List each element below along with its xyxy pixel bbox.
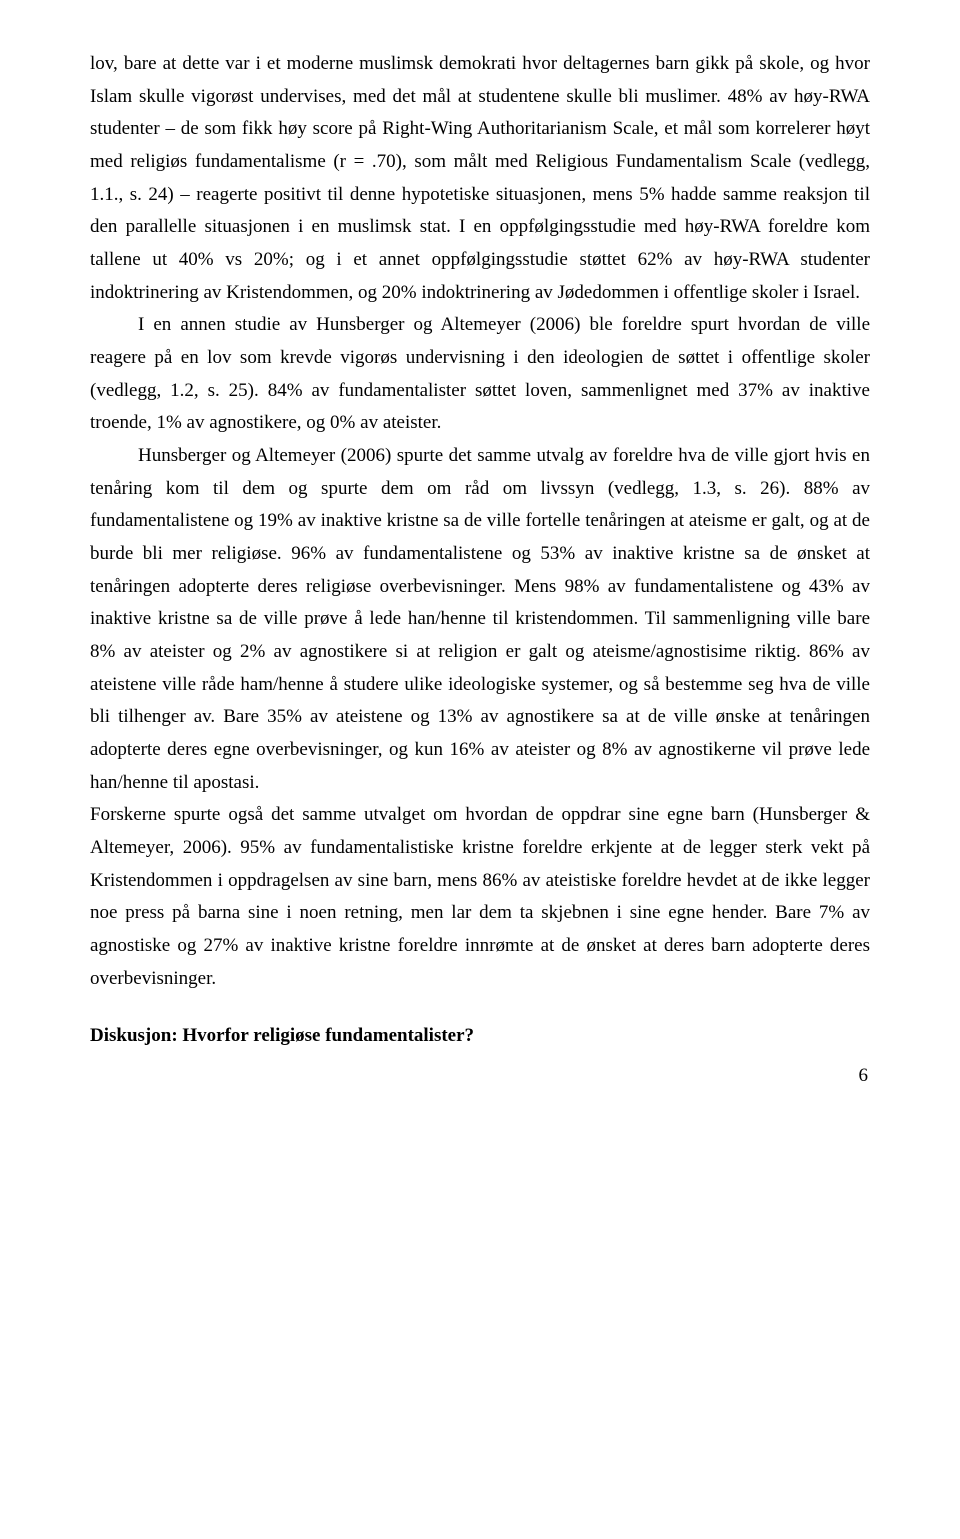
- body-paragraph: I en annen studie av Hunsberger og Altem…: [90, 309, 870, 440]
- body-paragraph: lov, bare at dette var i et moderne musl…: [90, 48, 870, 309]
- document-page: lov, bare at dette var i et moderne musl…: [0, 0, 960, 1127]
- body-paragraph: Forskerne spurte også det samme utvalget…: [90, 799, 870, 995]
- page-number: 6: [90, 1065, 870, 1087]
- section-heading: Diskusjon: Hvorfor religiøse fundamental…: [90, 1025, 870, 1047]
- body-paragraph: Hunsberger og Altemeyer (2006) spurte de…: [90, 440, 870, 799]
